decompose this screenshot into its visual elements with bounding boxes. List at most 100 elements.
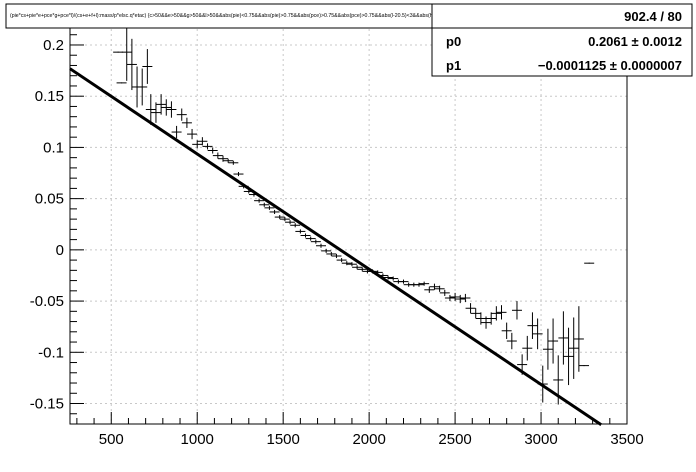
data-point — [321, 248, 332, 253]
y-tick-label: -0.1 — [38, 344, 64, 361]
data-point — [192, 140, 203, 149]
stats-param-name-p0: p0 — [446, 34, 461, 49]
data-point — [563, 327, 574, 386]
data-point — [264, 205, 275, 210]
data-point — [269, 209, 280, 214]
data-point — [388, 276, 399, 281]
title-box-frame — [5, 3, 493, 29]
data-point — [481, 316, 492, 329]
data-point — [279, 217, 290, 222]
data-point — [413, 282, 424, 287]
data-point — [573, 306, 584, 372]
x-tick-label: 500 — [99, 431, 124, 448]
data-point — [274, 215, 285, 220]
data-point — [568, 317, 579, 379]
y-tick-label: 0.15 — [35, 88, 64, 105]
data-point — [202, 143, 213, 150]
data-point — [113, 51, 124, 53]
data-point — [444, 294, 455, 302]
data-point — [383, 275, 394, 280]
stats-box: 902.4 / 80 p0 0.2061 ± 0.0012 p1 −0.0001… — [431, 3, 693, 77]
data-point — [166, 101, 177, 118]
data-point — [584, 262, 595, 264]
data-point — [212, 152, 223, 159]
data-point — [434, 285, 445, 292]
fit-line — [69, 67, 603, 427]
data-point — [579, 365, 590, 367]
data-point — [450, 292, 461, 302]
y-tick-label: 0.05 — [35, 191, 64, 208]
data-point — [315, 243, 326, 248]
x-tick-label: 3500 — [610, 431, 643, 448]
data-point — [197, 137, 208, 146]
data-point — [501, 322, 512, 339]
x-tick-label: 1000 — [181, 431, 214, 448]
data-point — [346, 262, 357, 267]
data-point — [352, 265, 363, 270]
title-box: (pie*cs+pie*e+pce*g+pce*l)/(cs+e+f+l):ma… — [5, 3, 493, 29]
y-tick-label: 0.1 — [43, 139, 64, 156]
data-point — [254, 198, 265, 203]
data-point — [121, 23, 132, 81]
fit-line-path — [69, 67, 603, 427]
data-points — [113, 23, 595, 405]
y-tick-label: -0.05 — [30, 293, 64, 310]
data-point — [145, 94, 156, 125]
data-point — [424, 286, 435, 293]
data-point — [341, 261, 352, 266]
data-point — [207, 147, 218, 154]
data-point — [506, 332, 517, 350]
data-point — [558, 311, 569, 365]
data-point — [150, 102, 161, 123]
data-point — [156, 94, 167, 115]
data-point — [491, 306, 502, 321]
data-point — [460, 293, 471, 303]
y-axis: 0.2 0.15 0.1 0.05 0 -0.05 -0.1 -0.15 — [30, 3, 84, 425]
data-point — [439, 289, 450, 296]
chart-title: (pie*cs+pie*e+pce*g+pce*l)/(cs+e+f+l):ma… — [10, 13, 486, 19]
x-tick-label: 2500 — [438, 431, 471, 448]
data-point — [161, 99, 172, 116]
data-point — [331, 253, 342, 259]
data-point — [357, 267, 368, 272]
x-tick-label: 2000 — [352, 431, 385, 448]
data-point — [419, 281, 430, 286]
data-point — [218, 155, 229, 162]
data-point — [176, 108, 187, 121]
data-point — [181, 117, 192, 128]
data-point — [305, 236, 316, 241]
data-point — [300, 233, 311, 238]
data-point — [532, 318, 543, 350]
data-point — [522, 335, 533, 361]
data-point — [527, 312, 538, 339]
data-point — [511, 301, 522, 320]
data-point — [486, 312, 497, 325]
data-point — [310, 239, 321, 244]
data-point — [326, 251, 337, 256]
x-tick-label: 3000 — [524, 431, 557, 448]
y-tick-label: -0.15 — [30, 396, 64, 413]
data-point — [126, 38, 137, 91]
data-point — [223, 158, 234, 163]
data-point — [259, 202, 270, 207]
x-tick-label: 1500 — [266, 431, 299, 448]
data-point — [429, 283, 440, 290]
data-point — [548, 318, 559, 364]
data-point — [290, 223, 301, 228]
data-point — [285, 220, 296, 225]
data-point — [336, 258, 347, 263]
stats-param-value-p0: 0.2061 ± 0.0012 — [588, 34, 682, 49]
stats-chi2-ndf: 902.4 / 80 — [624, 9, 682, 24]
data-point — [171, 125, 182, 139]
data-point — [465, 303, 476, 314]
data-point — [455, 294, 466, 304]
data-point — [496, 305, 507, 320]
stats-param-value-p1: −0.0001125 ± 0.0000007 — [538, 58, 682, 73]
x-axis: 500 1000 1500 2000 2500 3000 3500 — [76, 412, 644, 448]
data-point — [187, 128, 198, 140]
data-point — [116, 82, 127, 84]
data-point — [233, 172, 244, 177]
data-point — [142, 49, 153, 84]
data-point — [542, 328, 553, 370]
